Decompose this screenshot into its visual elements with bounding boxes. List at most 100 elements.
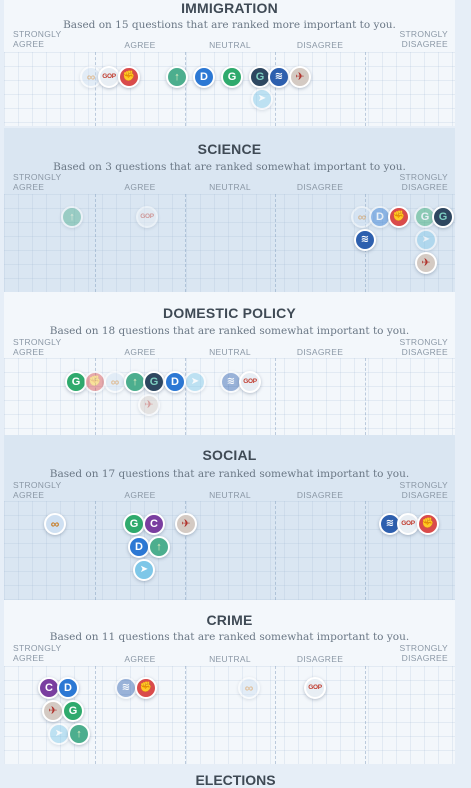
torch-party-icon[interactable]: ↑ [166,66,188,88]
section-social: SOCIAL Based on 17 questions that are ra… [4,435,455,600]
scale-neutral: NEUTRAL [209,654,251,664]
scale-grid [4,52,455,126]
scale-disagree: DISAGREE [296,182,344,192]
scale-strongly-agree: STRONGLY AGREE [13,337,62,357]
republican-party-icon[interactable]: GOP [239,371,261,393]
eagle-party-icon[interactable]: ✈ [175,513,197,535]
scale-divider [365,52,366,126]
scale-divider [185,52,186,126]
democratic-party-icon[interactable]: D [57,677,79,699]
scale-divider [95,358,96,435]
republican-party-icon[interactable]: GOP [98,66,120,88]
section-title: IMMIGRATION [181,0,278,16]
scale-divider [275,501,276,600]
scale-divider [275,52,276,126]
scale-agree: AGREE [124,347,156,357]
scale-grid [4,358,455,435]
scale-divider [185,358,186,435]
scale-divider [185,194,186,292]
scale-strongly-disagree: STRONGLY DISAGREE [399,643,448,663]
paper-plane-party-icon[interactable]: ➤ [251,88,273,110]
independent-party-icon[interactable]: G [143,371,165,393]
paper-plane-party-icon[interactable]: ➤ [48,723,70,745]
scale-divider [185,666,186,764]
scale-neutral: NEUTRAL [209,182,251,192]
scale-divider [95,501,96,600]
libertarian-party-icon[interactable]: ∞ [238,677,260,699]
scale-divider [95,666,96,764]
section-title-elections: ELECTIONS [195,772,276,788]
section-crime: CRIME Based on 11 questions that are ran… [4,600,455,764]
socialist-party-icon[interactable]: ✊ [118,66,140,88]
socialist-party-icon[interactable]: ✊ [417,513,439,535]
scale-divider [95,52,96,126]
torch-party-icon[interactable]: ↑ [68,723,90,745]
section-subtitle: Based on 11 questions that are ranked so… [49,631,410,643]
torch-party-icon[interactable]: ↑ [61,206,83,228]
scale-strongly-agree: STRONGLY AGREE [13,480,62,500]
scale-disagree: DISAGREE [296,490,344,500]
eagle-party-icon[interactable]: ✈ [42,700,64,722]
section-title: CRIME [206,612,253,628]
section-immigration: IMMIGRATION Based on 15 questions that a… [4,0,455,126]
scale-divider [275,358,276,435]
paper-plane-party-icon[interactable]: ➤ [133,559,155,581]
section-title: SOCIAL [202,447,257,463]
green-party-icon[interactable]: G [65,371,87,393]
scale-agree: AGREE [124,654,156,664]
democratic-party-icon[interactable]: D [193,66,215,88]
scale-disagree: DISAGREE [296,40,344,50]
scale-neutral: NEUTRAL [209,490,251,500]
progressive-party-icon[interactable]: C [143,513,165,535]
scale-strongly-disagree: STRONGLY DISAGREE [399,172,448,192]
torch-party-icon[interactable]: ↑ [148,536,170,558]
section-subtitle: Based on 15 questions that are ranked mo… [63,19,396,31]
independent-party-icon[interactable]: G [432,206,454,228]
scale-strongly-agree: STRONGLY AGREE [13,643,62,663]
eagle-party-icon[interactable]: ✈ [138,394,160,416]
republican-party-icon[interactable]: GOP [304,677,326,699]
scale-divider [365,501,366,600]
green-party-icon[interactable]: G [62,700,84,722]
flag-party-icon[interactable]: ≋ [268,66,290,88]
libertarian-party-icon[interactable]: ∞ [104,371,126,393]
flag-party-icon[interactable]: ≋ [115,677,137,699]
scale-disagree: DISAGREE [296,654,344,664]
section-title: DOMESTIC POLICY [163,305,296,321]
section-subtitle: Based on 3 questions that are ranked som… [53,161,406,173]
scale-disagree: DISAGREE [296,347,344,357]
socialist-party-icon[interactable]: ✊ [84,371,106,393]
section-science: SCIENCE Based on 3 questions that are ra… [4,128,455,292]
republican-party-icon[interactable]: GOP [136,206,158,228]
eagle-party-icon[interactable]: ✈ [415,252,437,274]
libertarian-party-icon[interactable]: ∞ [44,513,66,535]
scale-divider [275,666,276,764]
scale-agree: AGREE [124,182,156,192]
flag-party-icon[interactable]: ≋ [354,229,376,251]
republican-party-icon[interactable]: GOP [397,513,419,535]
socialist-party-icon[interactable]: ✊ [135,677,157,699]
section-title: SCIENCE [197,141,262,157]
democratic-party-icon[interactable]: D [164,371,186,393]
democratic-party-icon[interactable]: D [128,536,150,558]
scale-neutral: NEUTRAL [209,40,251,50]
scale-neutral: NEUTRAL [209,347,251,357]
green-party-icon[interactable]: G [221,66,243,88]
scale-agree: AGREE [124,490,156,500]
scale-strongly-disagree: STRONGLY DISAGREE [399,480,448,500]
scale-strongly-agree: STRONGLY AGREE [13,29,62,49]
section-domestic-policy: DOMESTIC POLICY Based on 18 questions th… [4,292,455,435]
scale-strongly-disagree: STRONGLY DISAGREE [399,337,448,357]
scale-strongly-agree: STRONGLY AGREE [13,172,62,192]
paper-plane-party-icon[interactable]: ➤ [184,371,206,393]
scale-divider [95,194,96,292]
scale-agree: AGREE [124,40,156,50]
scale-strongly-disagree: STRONGLY DISAGREE [399,29,448,49]
green-party-icon[interactable]: G [123,513,145,535]
paper-plane-party-icon[interactable]: ➤ [415,229,437,251]
eagle-party-icon[interactable]: ✈ [289,66,311,88]
scale-divider [365,358,366,435]
socialist-party-icon[interactable]: ✊ [388,206,410,228]
scale-divider [365,666,366,764]
